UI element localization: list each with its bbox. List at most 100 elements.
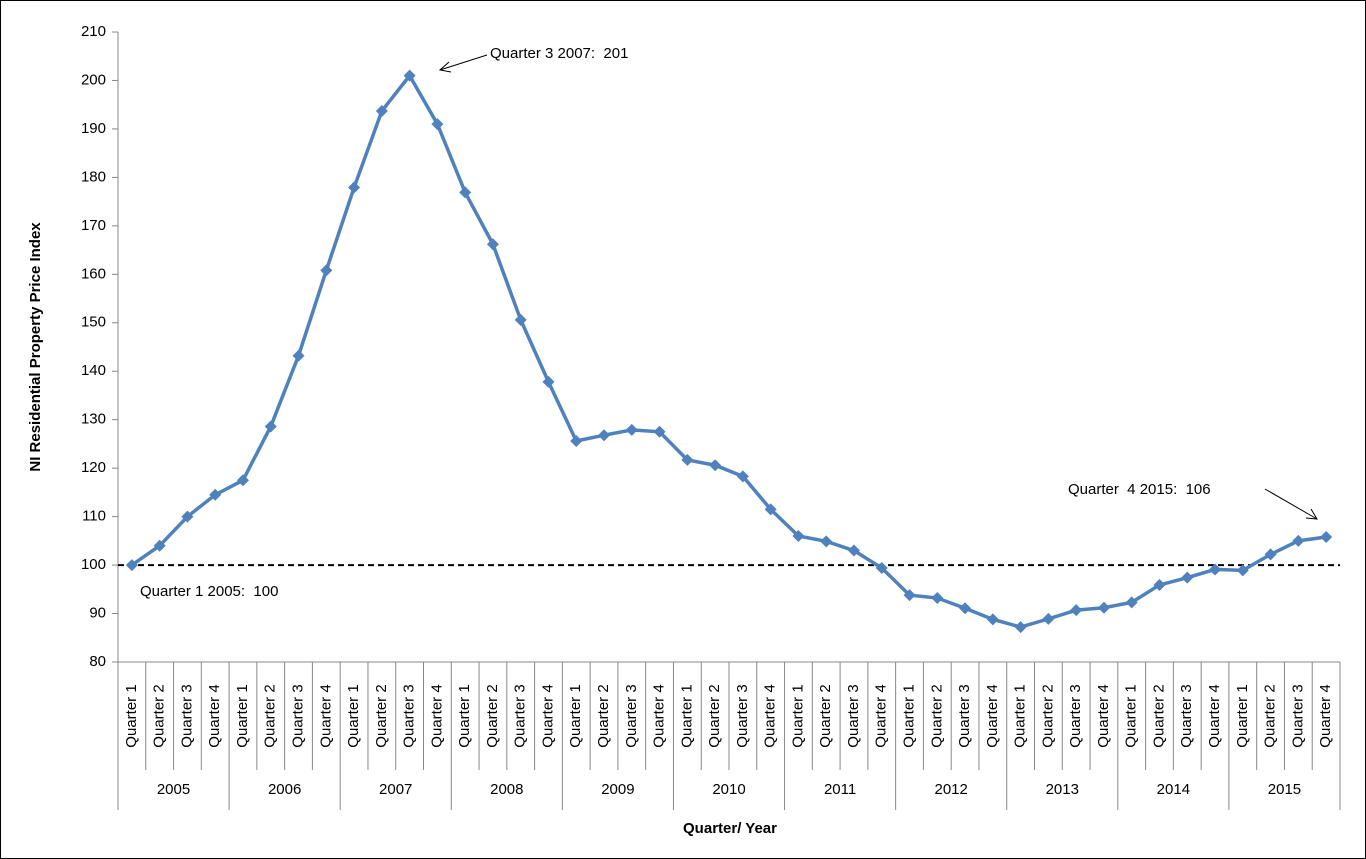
x-tick-label: Quarter 3 <box>289 684 306 747</box>
point-marker <box>542 375 555 388</box>
point-marker <box>153 539 166 552</box>
x-tick-label: Quarter 4 <box>762 684 779 747</box>
point-marker <box>1264 548 1277 561</box>
year-label: 2007 <box>379 781 412 798</box>
x-tick-label: Quarter 1 <box>123 684 140 747</box>
annotation: Quarter 4 2015: 106 <box>1068 481 1211 498</box>
point-marker <box>1125 596 1138 609</box>
point-marker <box>514 313 527 326</box>
x-tick-label: Quarter 2 <box>1150 684 1167 747</box>
x-tick-label: Quarter 1 <box>456 684 473 747</box>
x-tick-label: Quarter 2 <box>706 684 723 747</box>
x-tick-label: Quarter 1 <box>789 684 806 747</box>
y-tick-label: 190 <box>81 120 106 137</box>
y-tick-label: 90 <box>89 605 106 622</box>
x-tick-label: Quarter 3 <box>178 684 195 747</box>
x-tick-label: Quarter 1 <box>345 684 362 747</box>
x-tick-label: Quarter 3 <box>956 684 973 747</box>
x-tick-label: Quarter 4 <box>206 684 223 747</box>
year-label: 2013 <box>1046 781 1079 798</box>
x-tick-label: Quarter 3 <box>845 684 862 747</box>
annotation: Quarter 1 2005: 100 <box>140 583 278 600</box>
x-tick-label: Quarter 1 <box>234 684 251 747</box>
y-tick-label: 210 <box>81 23 106 40</box>
point-marker <box>1042 612 1055 625</box>
x-tick-label: Quarter 4 <box>651 684 668 747</box>
x-axis-title: Quarter/ Year <box>683 820 777 837</box>
point-marker <box>1070 604 1083 617</box>
x-tick-label: Quarter 2 <box>1039 684 1056 747</box>
y-tick-label: 120 <box>81 459 106 476</box>
point-marker <box>1097 601 1110 614</box>
point-marker <box>292 349 305 362</box>
x-tick-label: Quarter 1 <box>900 684 917 747</box>
x-tick-label: Quarter 3 <box>1289 684 1306 747</box>
x-tick-label: Quarter 4 <box>873 684 890 747</box>
x-tick-label: Quarter 3 <box>512 684 529 747</box>
x-tick-label: Quarter 2 <box>373 684 390 747</box>
x-tick-label: Quarter 4 <box>428 684 445 747</box>
x-tick-label: Quarter 3 <box>1178 684 1195 747</box>
year-label: 2014 <box>1157 781 1190 798</box>
point-marker <box>431 118 444 131</box>
point-marker <box>653 425 666 438</box>
x-tick-label: Quarter 4 <box>539 684 556 747</box>
point-marker <box>1209 563 1222 576</box>
arrow-head <box>438 61 452 73</box>
point-marker <box>598 429 611 442</box>
x-tick-label: Quarter 3 <box>623 684 640 747</box>
y-tick-label: 150 <box>81 314 106 331</box>
year-label: 2015 <box>1268 781 1301 798</box>
x-tick-label: Quarter 1 <box>678 684 695 747</box>
point-marker <box>320 264 333 277</box>
point-marker <box>1292 534 1305 547</box>
point-marker <box>709 459 722 472</box>
point-marker <box>264 420 277 433</box>
year-label: 2010 <box>712 781 745 798</box>
y-tick-label: 200 <box>81 71 106 88</box>
x-tick-label: Quarter 3 <box>1067 684 1084 747</box>
y-tick-label: 180 <box>81 168 106 185</box>
point-marker <box>625 423 638 436</box>
point-marker <box>1236 564 1249 577</box>
point-marker <box>209 488 222 501</box>
point-marker <box>236 474 249 487</box>
x-tick-label: Quarter 2 <box>817 684 834 747</box>
y-axis-title: NI Residential Property Price Index <box>27 222 44 472</box>
point-marker <box>459 186 472 199</box>
point-marker <box>986 613 999 626</box>
point-marker <box>570 435 583 448</box>
year-label: 2012 <box>934 781 967 798</box>
point-marker <box>792 530 805 542</box>
year-label: 2005 <box>157 781 190 798</box>
point-marker <box>903 589 916 602</box>
annotation: Quarter 3 2007: 201 <box>490 45 628 62</box>
point-marker <box>125 559 138 572</box>
y-tick-label: 140 <box>81 362 106 379</box>
year-label: 2009 <box>601 781 634 798</box>
x-tick-label: Quarter 2 <box>928 684 945 747</box>
x-tick-label: Quarter 4 <box>984 684 1001 747</box>
x-tick-label: Quarter 1 <box>1012 684 1029 747</box>
point-marker <box>1181 571 1194 584</box>
x-tick-label: Quarter 4 <box>1095 684 1112 747</box>
x-tick-label: Quarter 1 <box>1234 684 1251 747</box>
y-tick-label: 100 <box>81 556 106 573</box>
x-tick-label: Quarter 2 <box>595 684 612 747</box>
arrow-head <box>1305 508 1318 520</box>
point-marker <box>959 602 972 615</box>
year-label: 2011 <box>824 781 856 798</box>
year-label: 2006 <box>268 781 301 798</box>
y-tick-label: 160 <box>81 265 106 282</box>
point-marker <box>1320 530 1333 543</box>
x-tick-label: Quarter 3 <box>734 684 751 747</box>
point-marker <box>736 470 749 483</box>
point-marker <box>181 510 194 523</box>
y-tick-label: 170 <box>81 217 106 234</box>
y-tick-label: 110 <box>82 508 106 525</box>
point-marker <box>1153 578 1166 591</box>
point-marker <box>403 69 416 82</box>
annotation-arrow <box>439 54 488 71</box>
